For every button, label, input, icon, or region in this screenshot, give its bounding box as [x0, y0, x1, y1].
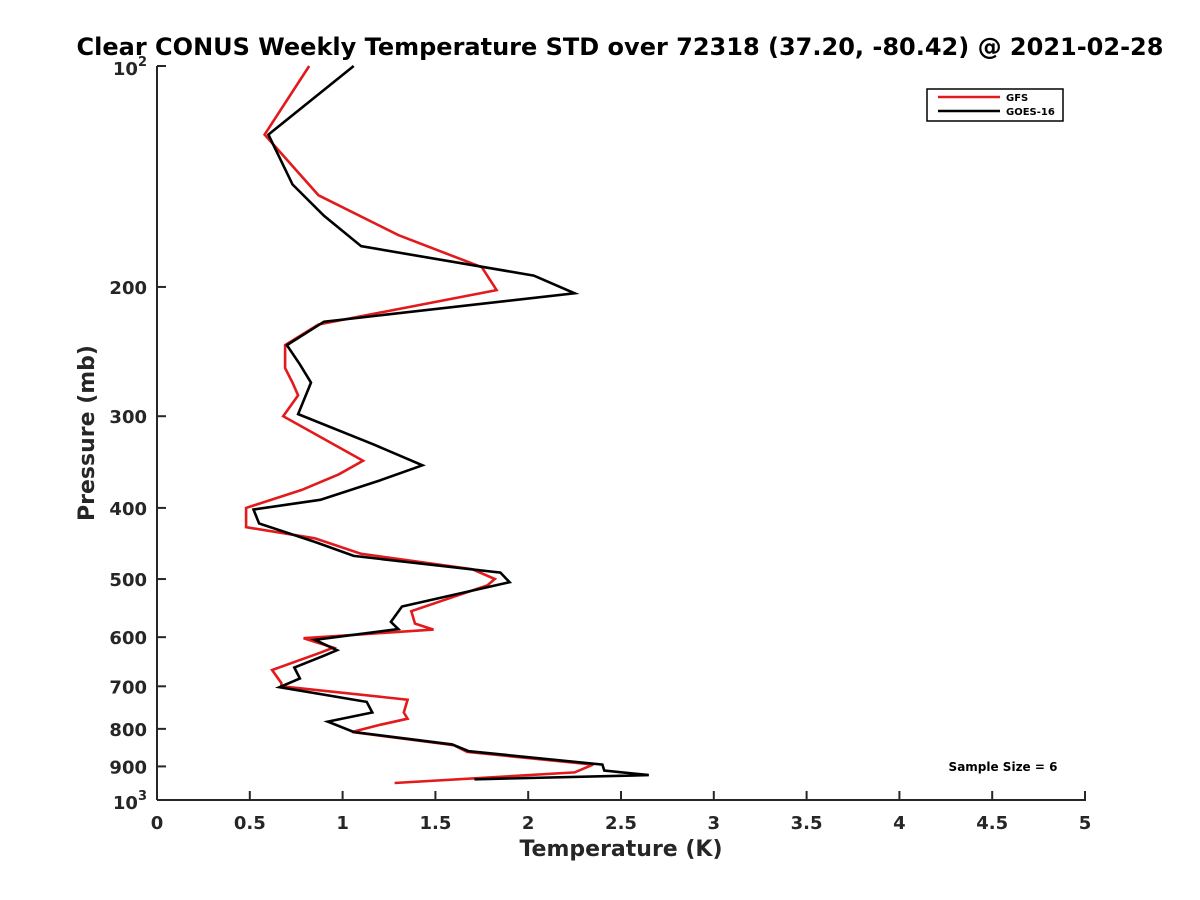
y-tick-exponent: 3 [138, 789, 147, 804]
x-tick-label: 2.5 [605, 813, 637, 834]
legend: GFS GOES-16 [926, 88, 1064, 122]
series-layer [244, 64, 649, 785]
y-tick-label: 103 [113, 789, 147, 814]
x-tick-label: 5 [1079, 813, 1092, 834]
y-tick-base: 10 [113, 59, 138, 80]
y-tick-label: 400 [109, 499, 147, 520]
y-tick-label: 700 [109, 677, 147, 698]
y-tick-label: 800 [109, 720, 147, 741]
x-tick-label: 0.5 [234, 813, 266, 834]
x-tick-label: 3 [708, 813, 721, 834]
y-tick-exponent: 2 [138, 55, 147, 70]
legend-box [926, 88, 1064, 122]
x-axis-ticks: 0 0.5 1 1.5 2 2.5 3 3.5 4 4.5 5 [151, 791, 1092, 834]
y-tick-label: 300 [109, 407, 147, 428]
x-axis-label: Temperature (K) [519, 837, 722, 862]
x-tick-label: 0 [151, 813, 164, 834]
chart-title: Clear CONUS Weekly Temperature STD over … [77, 33, 1164, 61]
sample-size-annotation: Sample Size = 6 [949, 760, 1058, 774]
y-tick-label: 600 [109, 628, 147, 649]
x-tick-label: 1 [336, 813, 349, 834]
x-tick-label: 4 [893, 813, 906, 834]
y-tick-label: 900 [109, 757, 147, 778]
x-tick-label: 3.5 [791, 813, 823, 834]
x-tick-label: 1.5 [419, 813, 451, 834]
y-axis-label: Pressure (mb) [75, 345, 100, 521]
legend-label-gfs: GFS [1006, 93, 1028, 104]
y-tick-label: 102 [113, 55, 147, 80]
y-tick-base: 10 [113, 793, 138, 814]
legend-label-goes16: GOES-16 [1006, 107, 1055, 118]
series-line-goes16 [251, 64, 649, 781]
x-tick-label: 2 [522, 813, 535, 834]
y-tick-label: 200 [109, 278, 147, 299]
y-tick-label: 500 [109, 570, 147, 591]
x-tick-label: 4.5 [976, 813, 1008, 834]
